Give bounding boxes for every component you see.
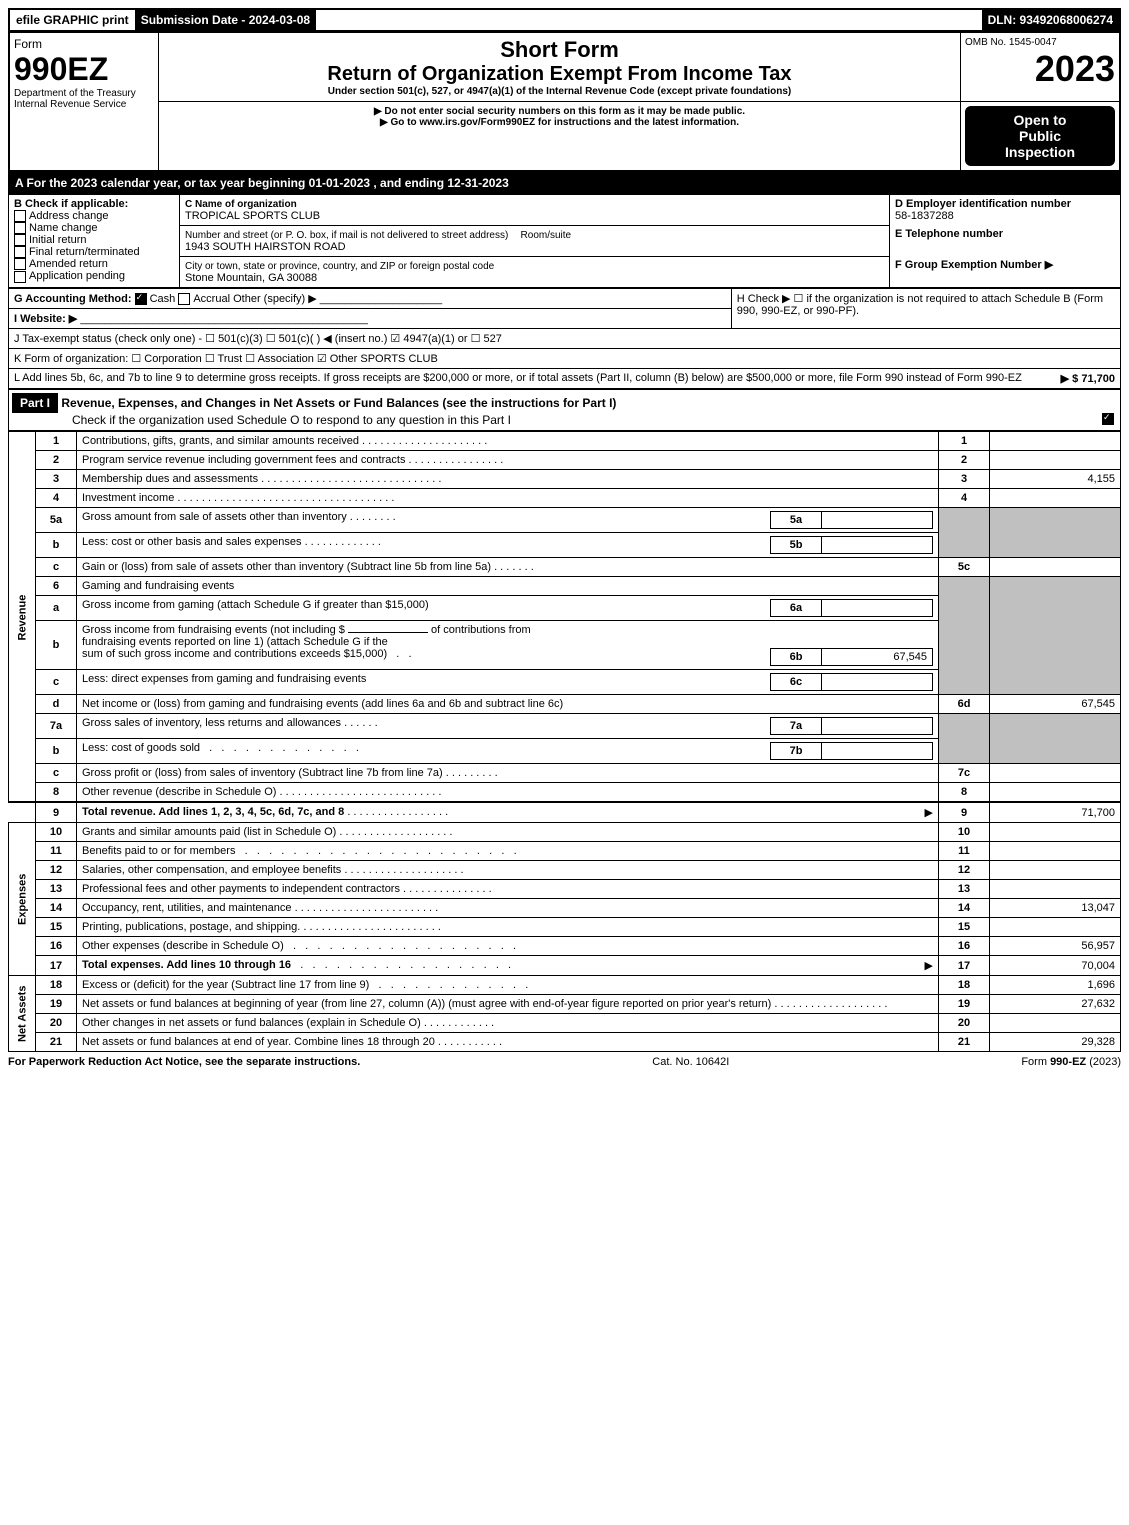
netassets-label: Net Assets [9,976,36,1052]
line-20: Other changes in net assets or fund bala… [77,1014,939,1033]
line-16: Other expenses (describe in Schedule O) … [77,937,939,956]
amt-17: 70,004 [990,956,1121,976]
line-6d: Net income or (loss) from gaming and fun… [77,695,939,714]
label-e: E Telephone number [895,228,1115,240]
amt-19: 27,632 [990,995,1121,1014]
amt-6d: 67,545 [990,695,1121,714]
omb: OMB No. 1545-0047 [965,37,1115,48]
part1-table: Revenue 1 Contributions, gifts, grants, … [8,431,1121,1052]
goto-link[interactable]: ▶ Go to www.irs.gov/Form990EZ for instru… [163,117,956,128]
line-7a: Gross sales of inventory, less returns a… [77,714,939,739]
page-footer: For Paperwork Reduction Act Notice, see … [8,1052,1121,1068]
label-city: City or town, state or province, country… [185,261,494,272]
line-19: Net assets or fund balances at beginning… [77,995,939,1014]
amt-21: 29,328 [990,1033,1121,1052]
line-5b: Less: cost or other basis and sales expe… [77,533,939,558]
amt-3: 4,155 [990,470,1121,489]
part1-sub: Check if the organization used Schedule … [72,413,511,427]
open-to-public: Open to Public Inspection [965,106,1115,166]
city: Stone Mountain, GA 30088 [185,272,317,284]
form-label: Form [14,37,154,51]
line-6: Gaming and fundraising events [77,577,939,596]
line-14: Occupancy, rent, utilities, and maintena… [77,899,939,918]
line-6c: Less: direct expenses from gaming and fu… [77,670,939,695]
line-6b: Gross income from fundraising events (no… [77,621,939,670]
revenue-label: Revenue [9,432,36,803]
label-f: F Group Exemption Number ▶ [895,258,1115,271]
check-name[interactable] [14,222,26,234]
line-12: Salaries, other compensation, and employ… [77,861,939,880]
check-final[interactable] [14,246,26,258]
org-name: TROPICAL SPORTS CLUB [185,210,320,222]
check-amended[interactable] [14,258,26,270]
ein: 58-1837288 [895,210,1115,222]
part1-title: Revenue, Expenses, and Changes in Net As… [61,396,616,410]
check-address[interactable] [14,210,26,222]
line-17: Total expenses. Add lines 10 through 16 … [77,956,939,976]
form-header: Form 990EZ Department of the Treasury In… [8,32,1121,172]
line-3: Membership dues and assessments . . . . … [77,470,939,489]
line-8: Other revenue (describe in Schedule O) .… [77,783,939,803]
line-1: Contributions, gifts, grants, and simila… [77,432,939,451]
label-street: Number and street (or P. O. box, if mail… [185,230,508,241]
street: 1943 SOUTH HAIRSTON ROAD [185,241,346,253]
label-c: C Name of organization [185,199,297,210]
line-6a: Gross income from gaming (attach Schedul… [77,596,939,621]
amt-9: 71,700 [990,802,1121,823]
dln: DLN: 93492068006274 [982,10,1119,30]
submission-date: Submission Date - 2024-03-08 [135,10,316,30]
amt-16: 56,957 [990,937,1121,956]
line-15: Printing, publications, postage, and shi… [77,918,939,937]
form-number: 990EZ [14,51,154,88]
check-schedule-o[interactable] [1102,413,1114,425]
lines-g-l: G Accounting Method: Cash Accrual Other … [8,288,1121,389]
line-9: Total revenue. Add lines 1, 2, 3, 4, 5c,… [77,802,939,823]
check-pending[interactable] [14,271,26,283]
line-7b: Less: cost of goods sold . . . . . . . .… [77,739,939,764]
amt-18: 1,696 [990,976,1121,995]
ssn-warning: ▶ Do not enter social security numbers o… [163,106,956,117]
line-13: Professional fees and other payments to … [77,880,939,899]
line-5a: Gross amount from sale of assets other t… [77,508,939,533]
label-g: G Accounting Method: [14,293,132,305]
check-cash[interactable] [135,293,147,305]
tax-year: 2023 [965,48,1115,90]
section-a-period: A For the 2023 calendar year, or tax yea… [8,172,1121,194]
line-k: K Form of organization: ☐ Corporation ☐ … [9,349,1121,369]
info-boxes: B Check if applicable: Address change Na… [8,194,1121,288]
line-11: Benefits paid to or for members . . . . … [77,842,939,861]
footer-left: For Paperwork Reduction Act Notice, see … [8,1056,360,1068]
label-d: D Employer identification number [895,198,1115,210]
line-j: J Tax-exempt status (check only one) - ☐… [9,329,1121,349]
footer-mid: Cat. No. 10642I [652,1056,729,1068]
footer-right: Form 990-EZ (2023) [1021,1056,1121,1068]
line-21: Net assets or fund balances at end of ye… [77,1033,939,1052]
efile-link[interactable]: efile GRAPHIC print [10,10,135,30]
line-4: Investment income . . . . . . . . . . . … [77,489,939,508]
line-18: Excess or (deficit) for the year (Subtra… [77,976,939,995]
line-5c: Gain or (loss) from sale of assets other… [77,558,939,577]
main-title: Return of Organization Exempt From Incom… [163,63,956,86]
line-2: Program service revenue including govern… [77,451,939,470]
part1-label: Part I [12,393,58,413]
short-form-title: Short Form [163,37,956,63]
line-i: I Website: ▶ [14,313,77,325]
irs: Internal Revenue Service [14,99,154,110]
check-accrual[interactable] [178,293,190,305]
line-10: Grants and similar amounts paid (list in… [77,823,939,842]
dept: Department of the Treasury [14,88,154,99]
expenses-label: Expenses [9,823,36,976]
check-initial[interactable] [14,234,26,246]
amt-14: 13,047 [990,899,1121,918]
top-bar: efile GRAPHIC print Submission Date - 20… [8,8,1121,32]
label-room: Room/suite [521,230,572,241]
line-l: L Add lines 5b, 6c, and 7b to line 9 to … [9,369,1121,389]
line-h: H Check ▶ ☐ if the organization is not r… [731,289,1120,329]
line-7c: Gross profit or (loss) from sales of inv… [77,764,939,783]
subtitle: Under section 501(c), 527, or 4947(a)(1)… [163,86,956,97]
box-b-title: B Check if applicable: [14,198,174,210]
other-specify: Other (specify) ▶ [233,293,317,305]
part1-header: Part I Revenue, Expenses, and Changes in… [8,389,1121,431]
